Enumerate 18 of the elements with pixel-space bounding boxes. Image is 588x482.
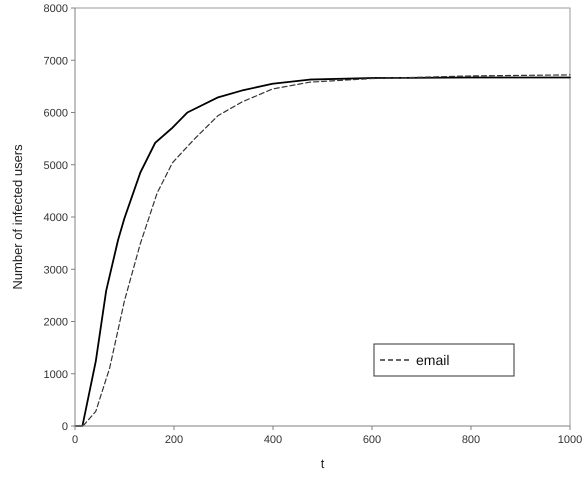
y-tick-label: 7000: [44, 55, 68, 68]
y-tick-label: 5000: [44, 160, 68, 172]
legend-label: email: [416, 352, 450, 368]
x-tick-label: 1000: [558, 434, 582, 446]
y-tick-label: 1000: [44, 368, 68, 381]
y-tick-label: 0: [62, 421, 68, 433]
y-tick-label: 4000: [44, 212, 68, 224]
x-tick-label: 600: [362, 434, 382, 446]
y-tick-label: 2000: [44, 316, 68, 328]
x-tick-label: 400: [264, 434, 282, 446]
x-tick-label: 0: [72, 434, 78, 446]
y-tick-label: 6000: [44, 108, 68, 120]
y-axis-title: Number of infected users: [10, 144, 25, 290]
x-axis-title: t: [320, 456, 325, 471]
y-tick-label: 8000: [44, 3, 68, 15]
y-tick-label: 3000: [44, 264, 68, 276]
x-tick-label: 200: [164, 434, 184, 446]
x-tick-label: 800: [462, 434, 480, 446]
